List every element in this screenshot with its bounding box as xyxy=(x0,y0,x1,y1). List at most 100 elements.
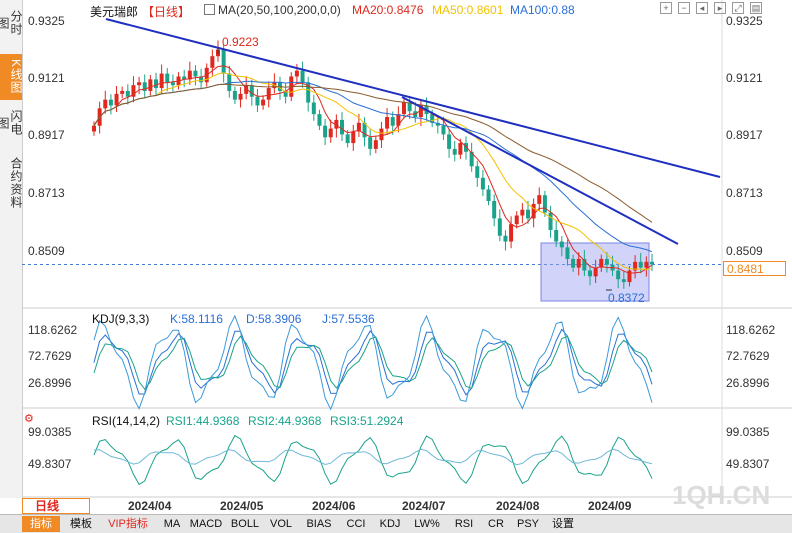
candle-body xyxy=(616,270,621,280)
toolbar-vol[interactable]: VOL xyxy=(269,518,292,530)
candle-body xyxy=(340,119,344,135)
candle-body xyxy=(103,99,108,109)
watermark: 1QH.CN xyxy=(672,480,771,510)
candle-body xyxy=(452,148,457,155)
candle-body xyxy=(537,195,542,204)
month-label-6: 2024/09 xyxy=(588,499,632,513)
price-tick-left-4: 0.8713 xyxy=(28,186,65,200)
candle-body xyxy=(430,114,435,123)
toolbar-boll[interactable]: BOLL xyxy=(230,518,260,530)
toolbar-templates[interactable]: 模板 xyxy=(70,518,92,530)
candle-body xyxy=(334,119,339,129)
price-tick-right-1: 0.9325 xyxy=(726,14,763,28)
rsi1-value: RSI1:44.9368 xyxy=(166,414,240,428)
toolbar-ma[interactable]: MA xyxy=(163,518,181,530)
ma50-legend: MA50:0.8601 xyxy=(432,3,504,17)
candle-body xyxy=(407,102,412,112)
candle-body xyxy=(559,241,564,248)
candle-body xyxy=(261,99,266,106)
candle-body xyxy=(599,258,604,268)
ma200-line xyxy=(93,83,653,223)
candle-body xyxy=(520,209,525,216)
toolbar-settings[interactable]: 设置 xyxy=(552,518,574,530)
price-tick-left-2: 0.9121 xyxy=(28,71,65,85)
chart-area[interactable]: 美元瑞郎 【日线】 MA(20,50,100,200,0,0) MA20:0.8… xyxy=(22,0,792,513)
candle-body xyxy=(108,99,113,106)
period-selector[interactable]: 日线 xyxy=(22,498,90,514)
candle-body xyxy=(148,79,153,91)
ma-legend-label: MA(20,50,100,200,0,0) xyxy=(218,3,341,17)
move-right-icon[interactable]: ▸ xyxy=(714,2,726,14)
toolbar-kdj[interactable]: KDJ xyxy=(379,518,401,530)
candle-body xyxy=(441,125,446,135)
toolbar-cr[interactable]: CR xyxy=(488,518,504,530)
tab-flash[interactable]: 闪电图 xyxy=(0,110,23,136)
move-left-icon[interactable]: ◂ xyxy=(696,2,708,14)
candle-body xyxy=(255,96,260,106)
price-tick-left-1: 0.9325 xyxy=(28,14,65,28)
candle-body xyxy=(554,229,559,242)
trendline-lower xyxy=(401,96,679,245)
candle-body xyxy=(497,218,502,236)
candle-body xyxy=(379,128,384,141)
toolbar-psy[interactable]: PSY xyxy=(516,518,539,530)
settings-icon[interactable]: ▤ xyxy=(750,2,762,14)
month-label-5: 2024/08 xyxy=(496,499,540,513)
candle-body xyxy=(199,76,204,83)
candle-body xyxy=(542,195,547,213)
toolbar-vip-indicators[interactable]: VIP指标 xyxy=(108,518,148,530)
candle-body xyxy=(385,117,390,129)
ma-checkbox-icon[interactable] xyxy=(204,4,215,15)
candle-body xyxy=(509,224,514,242)
month-label-4: 2024/07 xyxy=(402,499,446,513)
tab-timeshare[interactable]: 分时图 xyxy=(0,10,23,36)
candle-body xyxy=(571,258,576,268)
candle-body xyxy=(492,201,497,219)
tab-kline[interactable]: K线图 xyxy=(0,54,23,100)
candle-body xyxy=(232,90,237,100)
ma50-line xyxy=(93,72,653,270)
toolbar-indicators[interactable]: 指标 xyxy=(22,516,60,532)
candle-body xyxy=(582,258,587,271)
rsi-settings-icon[interactable]: ⚙ xyxy=(24,413,34,425)
toolbar-bias[interactable]: BIAS xyxy=(306,518,332,530)
candle-body xyxy=(154,79,158,89)
price-tick-right-5: 0.8509 xyxy=(726,244,763,258)
toolbar-macd[interactable]: MACD xyxy=(189,518,223,530)
candle-body xyxy=(531,203,536,219)
current-price-tag: 0.8481 xyxy=(723,261,786,276)
candle-body xyxy=(576,258,581,268)
candle-body xyxy=(345,134,350,144)
sidebar: 分时图 K线图 闪电图 合约资料 xyxy=(0,0,23,498)
candle-body xyxy=(480,177,485,190)
candle-body xyxy=(210,56,215,68)
candle-body xyxy=(317,114,322,126)
rsi-title: RSI(14,14,2) xyxy=(92,414,161,428)
tab-contract-info[interactable]: 合约资料 xyxy=(9,157,23,209)
kdj-k-line xyxy=(93,328,653,396)
candle-body xyxy=(621,279,626,283)
candle-body xyxy=(120,90,125,94)
toolbar-lw[interactable]: LW% xyxy=(414,518,440,530)
price-tick-left-3: 0.8917 xyxy=(28,128,65,142)
chart-canvas[interactable] xyxy=(22,0,792,514)
toolbar-rsi[interactable]: RSI xyxy=(454,518,474,530)
candle-body xyxy=(351,131,356,144)
fullscreen-icon[interactable]: ⤢ xyxy=(732,2,744,14)
kdj-tick-right-3: 26.8996 xyxy=(726,376,770,390)
toolbar-cci[interactable]: CCI xyxy=(346,518,366,530)
candle-body xyxy=(182,76,187,80)
candle-body xyxy=(294,70,299,77)
rsi3-value: RSI3:51.2924 xyxy=(330,414,404,428)
zoom-in-icon[interactable]: + xyxy=(660,2,672,14)
ma100-legend: MA100:0.88 xyxy=(510,3,575,17)
zoom-out-icon[interactable]: − xyxy=(678,2,690,14)
candle-body xyxy=(137,82,142,86)
kdj-tick-left-1: 118.6262 xyxy=(28,323,78,337)
candle-body xyxy=(159,73,164,89)
candle-body xyxy=(170,82,175,86)
candle-body xyxy=(300,70,305,83)
candle-body xyxy=(193,70,198,77)
kdj-j-value: J:57.5536 xyxy=(322,312,375,326)
ma20-line xyxy=(93,65,653,274)
